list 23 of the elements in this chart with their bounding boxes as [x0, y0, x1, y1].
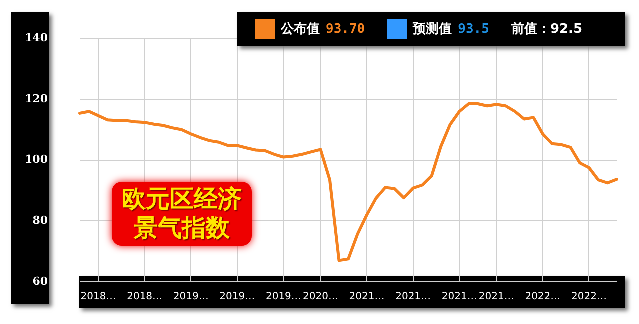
x-tick-label: 2022…: [525, 292, 561, 303]
text: 预测值: [413, 21, 452, 38]
y-tick-label: 140: [25, 31, 48, 44]
x-tick-label: 2018…: [127, 292, 163, 303]
x-tick-label: 2019…: [266, 292, 302, 303]
x-tick-label: 2019…: [173, 292, 209, 303]
x-tick-label: 2021…: [396, 292, 432, 303]
x-tick-label: 2021…: [442, 292, 478, 303]
x-tick-label: 2019…: [220, 292, 256, 303]
y-tick-label: 60: [32, 274, 48, 288]
x-tick-label: 2021…: [349, 292, 385, 303]
text: 前值：92.5: [511, 21, 583, 38]
y-tick-label: 100: [25, 153, 48, 166]
x-tick-label: 2018…: [80, 292, 116, 303]
text: 93.5: [458, 22, 490, 36]
x-tick-label: 2022…: [572, 292, 607, 303]
x-tick-label: 2021…: [478, 292, 514, 303]
y-tick-label: 80: [32, 214, 48, 228]
x-tick-label: 2020…: [303, 292, 338, 303]
y-tick-label: 120: [25, 92, 48, 106]
text: 93.70: [326, 22, 366, 36]
text: 欧元区经济景气指数: [112, 182, 252, 246]
legend-label: 公布值: [281, 21, 320, 38]
